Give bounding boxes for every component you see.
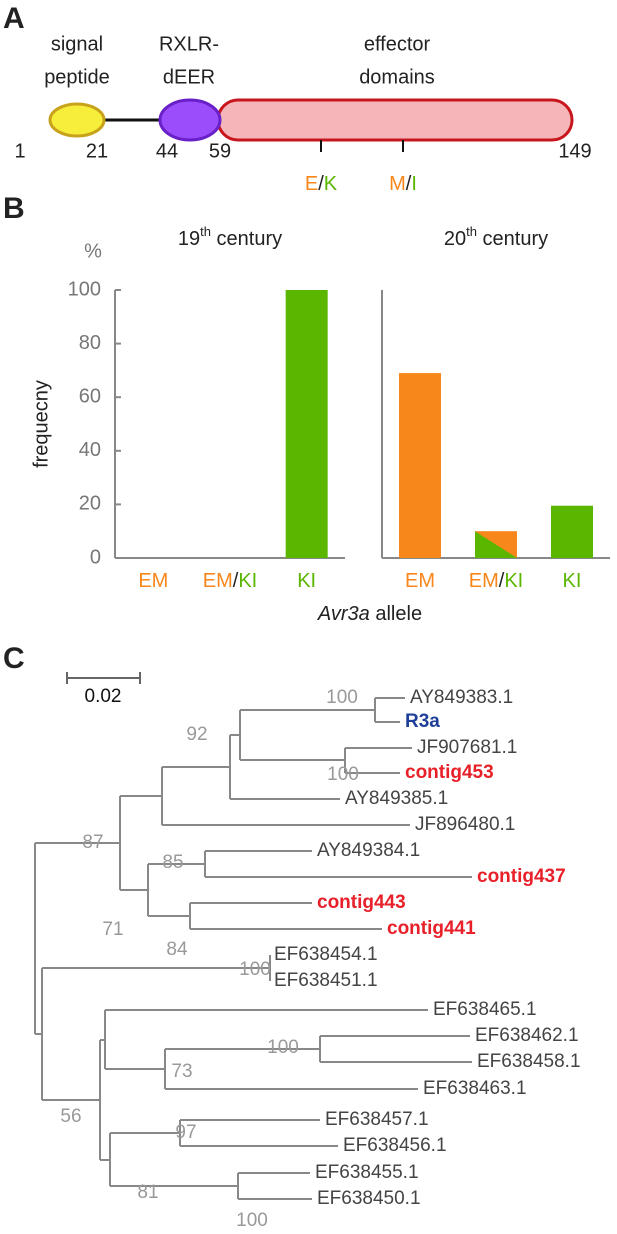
leaf-label: JF896480.1 [415,814,515,835]
bar-part [475,531,517,558]
leaf-label: contig437 [477,866,566,887]
effector-domain [216,98,574,142]
x-tick-label: EM [405,570,435,592]
domain-label: signal [51,33,103,55]
bootstrap-label: 85 [162,852,183,873]
bar [551,505,593,558]
tree-branches [34,697,472,1200]
bootstrap-label: 100 [267,1037,299,1058]
position-label: 44 [156,140,178,162]
leaf-label: EF638451.1 [274,970,378,991]
panel-label: B [3,192,25,225]
bar [399,373,441,558]
y-tick-label: 40 [79,439,101,461]
domain-label: effector [364,33,431,55]
bootstrap-label: 87 [82,832,103,853]
x-axis-label: Avr3a allele [317,603,422,625]
chart-title: 20th century [444,224,548,250]
x-tick-label: KI [563,570,582,592]
x-tick-label: KI [297,570,316,592]
x-tick-label: EM [138,570,168,592]
position-label: 21 [86,140,108,162]
bootstrap-label: 97 [175,1122,196,1143]
leaf-label: EF638456.1 [343,1135,447,1156]
y-tick-label: 80 [79,332,101,354]
x-tick-label: EM/KI [203,570,257,592]
leaf-label: EF638455.1 [315,1162,419,1183]
bootstrap-label: 100 [326,687,358,708]
bootstrap-label: 92 [186,724,207,745]
leaf-label: contig453 [405,762,494,783]
bootstrap-label: 56 [60,1106,81,1127]
position-label: 149 [558,140,591,162]
y-tick-label: 100 [68,278,101,300]
y-tick-label: 60 [79,385,101,407]
leaf-label: AY849385.1 [345,788,448,809]
leaf-label: AY849384.1 [317,840,420,861]
domain-label: domains [359,66,435,88]
position-label: 59 [209,140,231,162]
leaf-label: EF638457.1 [325,1109,429,1130]
scale-bar [66,672,141,684]
bootstrap-label: 100 [236,1210,268,1231]
leaf-label: EF638450.1 [317,1188,421,1209]
position-label: 1 [14,140,25,162]
leaf-label: EF638454.1 [274,944,378,965]
leaf-label: AY849383.1 [410,687,513,708]
y-axis-label: frequecny [30,380,52,468]
bootstrap-label: 81 [137,1182,158,1203]
panel-label: A [3,2,25,35]
bar [285,290,328,558]
leaf-label: EF638463.1 [423,1078,527,1099]
scale-label: 0.02 [85,686,122,707]
leaf-label: EF638462.1 [475,1025,579,1046]
bootstrap-label: 100 [239,959,271,980]
y-unit: % [84,240,102,262]
mutation-label: M/I [389,173,417,195]
bootstrap-label: 84 [166,939,188,960]
domain-label: peptide [44,66,110,88]
leaf-label: EF638458.1 [477,1051,581,1072]
leaf-label: contig443 [317,892,406,913]
x-tick-label: EM/KI [469,570,523,592]
y-tick-label: 0 [90,546,101,568]
bootstrap-label: 100 [327,764,359,785]
panel-label: C [3,642,25,675]
rxlr-domain [158,98,222,142]
leaf-label: JF907681.1 [417,737,517,758]
mutation-label: E/K [305,173,338,195]
bootstrap-label: 73 [171,1061,192,1082]
signal-peptide [48,102,106,138]
chart-title: 19th century [178,224,282,250]
domain-label: RXLR- [159,33,219,55]
domain-label: dEER [163,66,215,88]
y-tick-label: 20 [79,493,101,515]
leaf-label: EF638465.1 [433,999,537,1020]
leaf-label: R3a [405,711,440,732]
bootstrap-label: 71 [102,919,123,940]
leaf-label: contig441 [387,918,476,939]
